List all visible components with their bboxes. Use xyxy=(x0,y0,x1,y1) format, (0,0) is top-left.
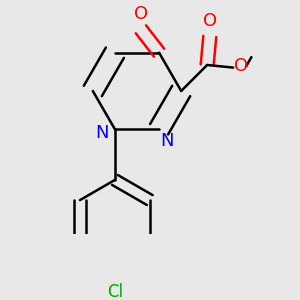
Text: O: O xyxy=(235,57,249,75)
Text: N: N xyxy=(95,124,108,142)
Text: Cl: Cl xyxy=(107,283,123,300)
Text: O: O xyxy=(203,12,217,30)
Text: O: O xyxy=(134,5,148,23)
Text: N: N xyxy=(160,132,174,150)
